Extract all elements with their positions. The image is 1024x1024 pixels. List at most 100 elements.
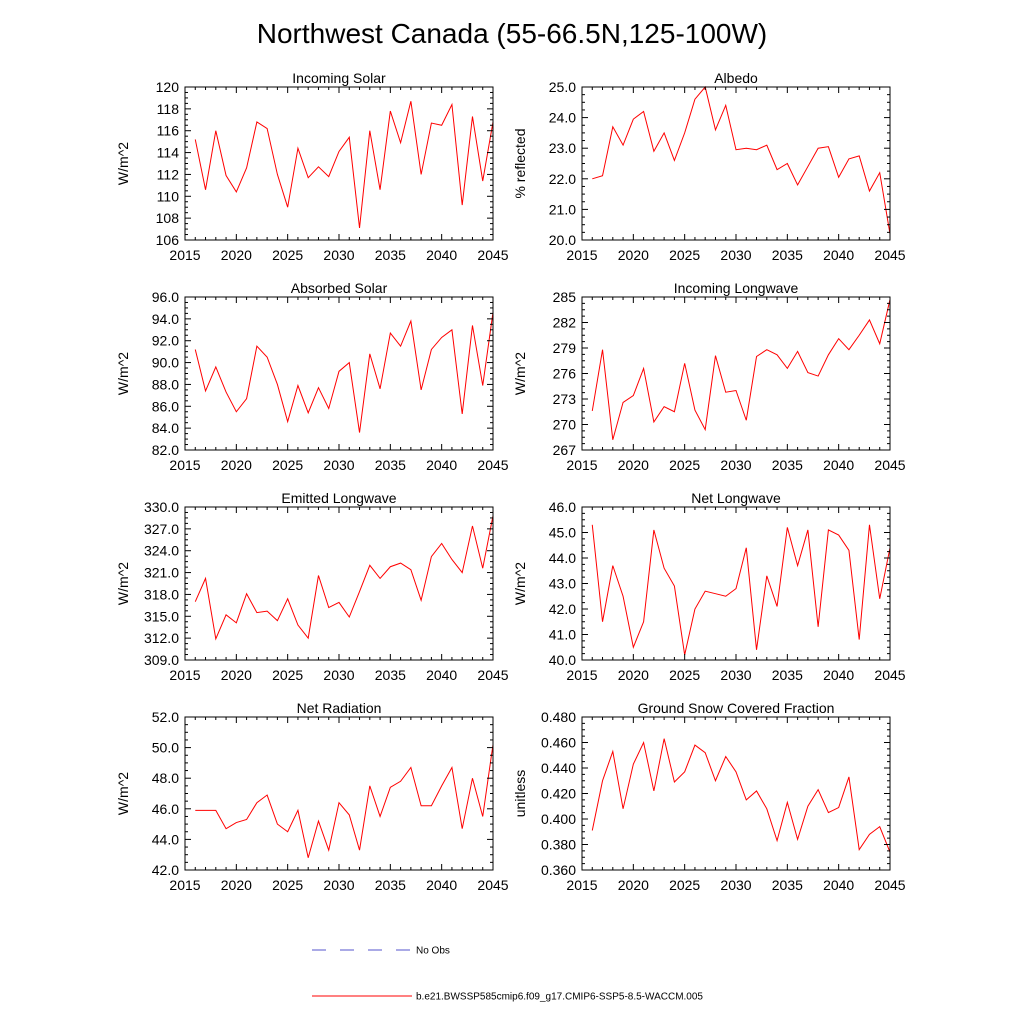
x-tick-label: 2020: [618, 877, 649, 893]
y-tick-label: 327.0: [144, 521, 179, 537]
x-tick-label: 2020: [221, 457, 252, 473]
plot-frame: [581, 506, 891, 661]
x-tick-label: 2030: [323, 877, 354, 893]
series-line: [591, 299, 891, 440]
x-tick-label: 2045: [874, 457, 905, 473]
y-tick-label: 276: [553, 366, 577, 382]
y-tick-label: 84.0: [152, 420, 179, 436]
y-axis-label: W/m^2: [115, 562, 131, 605]
x-tick-label: 2020: [221, 877, 252, 893]
chart-panel-0: 2015 2020 2025 2030 2035 2040 2045 106 108 110 112…: [115, 70, 509, 263]
y-tick-label: 114: [157, 145, 180, 161]
x-tick-label: 2025: [272, 667, 303, 683]
chart-title: Incoming Solar: [292, 70, 386, 86]
x-tick-label: 2040: [426, 247, 457, 263]
y-tick-label: 44.0: [152, 831, 179, 847]
plot-frame: [581, 296, 891, 451]
chart-title: Albedo: [714, 70, 758, 86]
y-tick-label: 118: [157, 101, 180, 117]
y-tick-label: 88.0: [152, 376, 179, 392]
plot-frame: [184, 716, 494, 871]
y-tick-label: 0.400: [541, 811, 576, 827]
y-tick-label: 108: [156, 210, 180, 226]
x-tick-label: 2035: [772, 457, 803, 473]
x-tick-label: 2045: [477, 877, 508, 893]
legend-obs-label: No Obs: [416, 946, 450, 957]
plot-frame: [581, 86, 891, 241]
x-tick-label: 2015: [566, 667, 597, 683]
x-tick-label: 2030: [720, 457, 751, 473]
y-tick-label: 46.0: [549, 499, 576, 515]
x-tick-label: 2035: [772, 877, 803, 893]
y-tick-label: 90.0: [152, 355, 179, 371]
page-title: Northwest Canada (55-66.5N,125-100W): [257, 18, 767, 49]
y-axis-label: W/m^2: [115, 352, 131, 395]
chart-title: Emitted Longwave: [281, 490, 396, 506]
y-tick-label: 318.0: [144, 586, 179, 602]
x-tick-label: 2020: [618, 247, 649, 263]
y-tick-label: 46.0: [152, 801, 179, 817]
chart-panel-6: 2015 2020 2025 2030 2035 2040 2045 42.0 44.0 46.0…: [115, 700, 509, 893]
y-tick-label: 106: [156, 232, 180, 248]
series-line: [591, 524, 891, 656]
x-tick-label: 2035: [375, 247, 406, 263]
y-tick-label: 23.0: [549, 140, 576, 156]
x-tick-label: 2045: [477, 667, 508, 683]
y-tick-label: 45.0: [549, 525, 576, 541]
y-tick-label: 96.0: [152, 289, 179, 305]
y-tick-label: 41.0: [549, 627, 576, 643]
y-axis-label: W/m^2: [115, 142, 131, 185]
x-tick-label: 2030: [323, 247, 354, 263]
x-tick-label: 2025: [272, 247, 303, 263]
x-tick-label: 2025: [669, 247, 700, 263]
x-tick-label: 2040: [823, 667, 854, 683]
y-tick-label: 315.0: [144, 608, 179, 624]
y-tick-label: 40.0: [549, 652, 576, 668]
y-tick-label: 270: [553, 417, 577, 433]
y-tick-label: 324.0: [144, 543, 179, 559]
x-tick-label: 2045: [874, 877, 905, 893]
x-tick-label: 2040: [823, 247, 854, 263]
y-tick-label: 43.0: [549, 576, 576, 592]
legend-model-label: b.e21.BWSSP585cmip6.f09_g17.CMIP6-SSP5-8…: [416, 992, 703, 1003]
x-tick-label: 2015: [169, 667, 200, 683]
series-line: [592, 85, 891, 234]
x-tick-label: 2015: [566, 877, 597, 893]
y-tick-label: 50.0: [152, 740, 179, 756]
y-tick-label: 42.0: [152, 862, 179, 878]
x-tick-label: 2020: [618, 457, 649, 473]
series-line: [591, 738, 891, 853]
chart-title: Net Longwave: [691, 490, 781, 506]
plot-frame: [184, 296, 494, 451]
x-tick-label: 2045: [874, 667, 905, 683]
y-tick-label: 42.0: [549, 601, 576, 617]
y-axis-label: W/m^2: [512, 562, 528, 605]
x-tick-label: 2035: [375, 667, 406, 683]
y-tick-label: 116: [157, 123, 180, 139]
legend: No Obs b.e21.BWSSP585cmip6.f09_g17.CMIP6…: [312, 946, 703, 1003]
y-tick-label: 44.0: [549, 550, 576, 566]
x-tick-label: 2030: [720, 877, 751, 893]
y-tick-label: 21.0: [549, 201, 576, 217]
y-tick-label: 273: [553, 391, 577, 407]
y-tick-label: 92.0: [152, 333, 179, 349]
y-tick-label: 94.0: [152, 311, 179, 327]
x-tick-label: 2035: [772, 667, 803, 683]
y-tick-label: 112: [157, 166, 180, 182]
x-tick-label: 2025: [669, 667, 700, 683]
series-line: [194, 101, 494, 229]
x-tick-label: 2030: [720, 247, 751, 263]
x-tick-label: 2025: [669, 457, 700, 473]
x-tick-label: 2030: [323, 457, 354, 473]
x-tick-label: 2035: [375, 457, 406, 473]
panels: 2015 2020 2025 2030 2035 2040 2045 106 108 110 112…: [115, 70, 906, 893]
y-tick-label: 282: [553, 315, 577, 331]
x-tick-label: 2020: [221, 247, 252, 263]
plot-frame: [184, 86, 494, 241]
y-tick-label: 309.0: [144, 652, 179, 668]
x-tick-label: 2015: [169, 877, 200, 893]
x-tick-label: 2015: [169, 457, 200, 473]
x-tick-label: 2045: [477, 457, 508, 473]
y-tick-label: 48.0: [152, 770, 179, 786]
chart-title: Absorbed Solar: [291, 280, 388, 296]
